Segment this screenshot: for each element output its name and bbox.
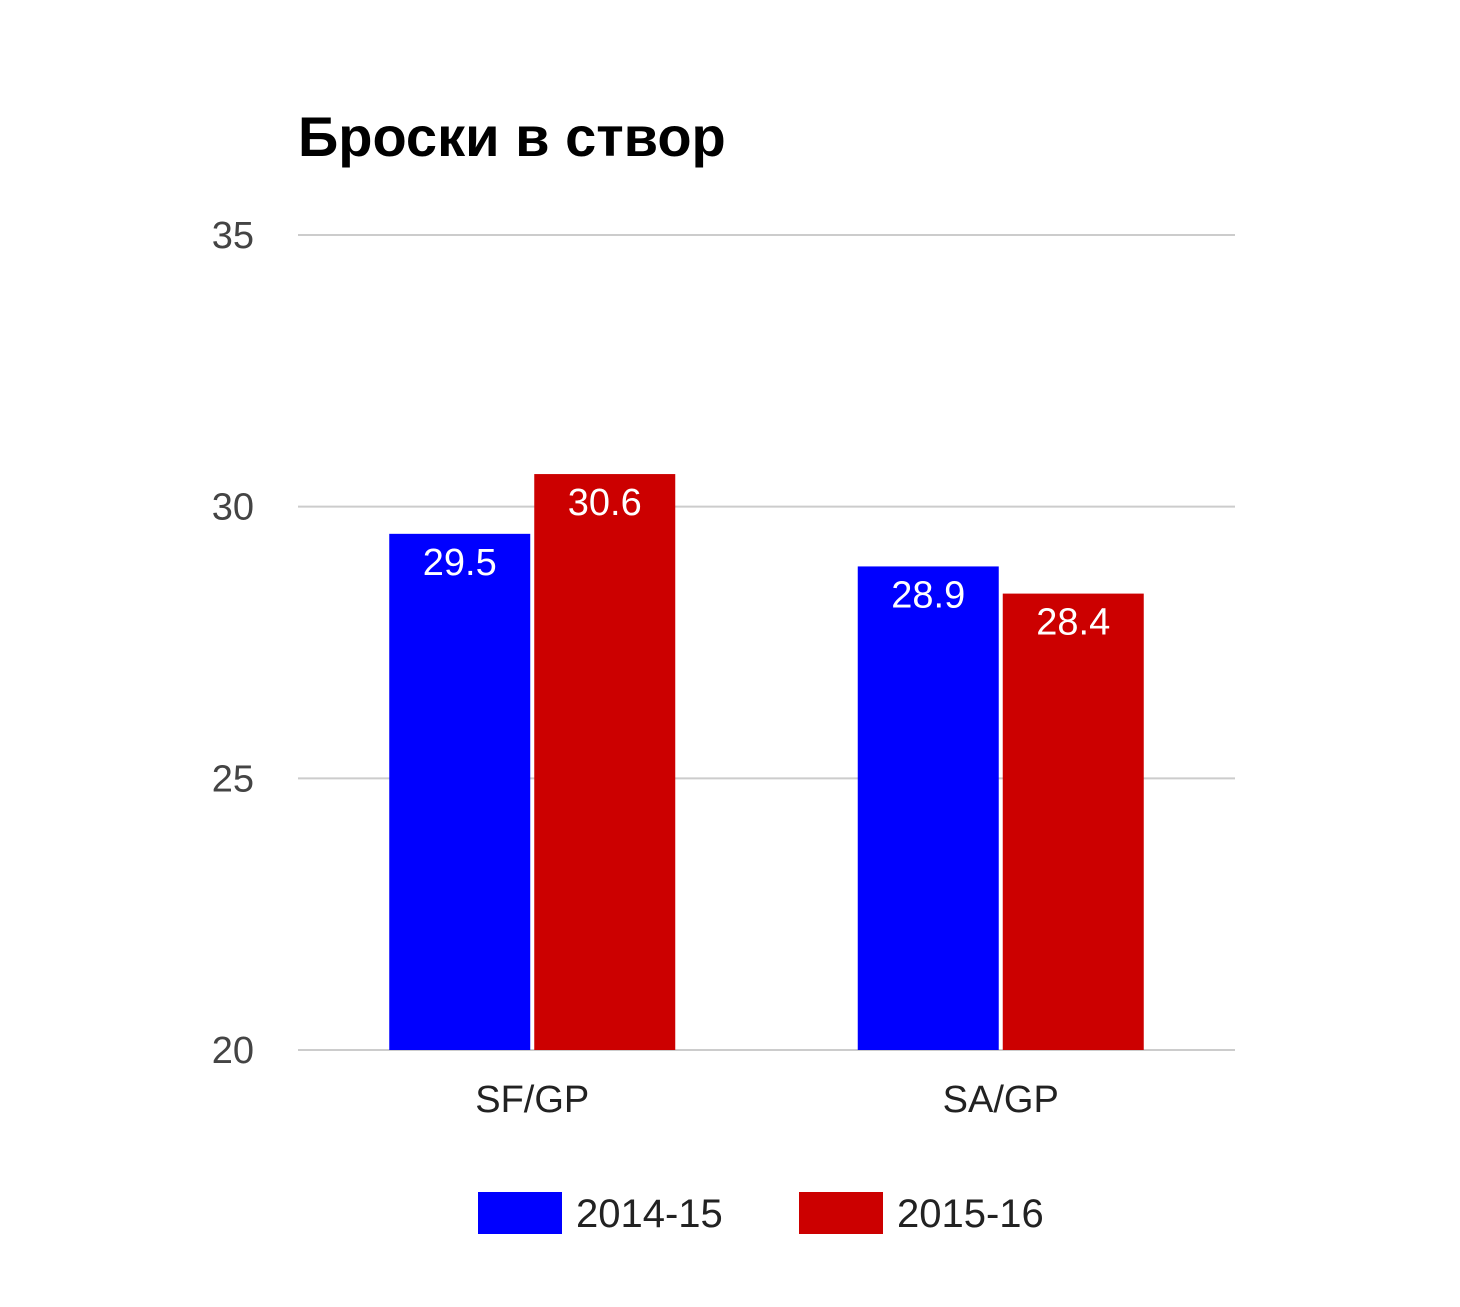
bar-2015-16-SA/GP	[1002, 593, 1144, 1050]
legend-label: 2015-16	[897, 1192, 1044, 1236]
data-label: 28.9	[891, 574, 965, 616]
data-label: 29.5	[423, 542, 497, 584]
y-axis-ticks: 20 25 30 35	[212, 215, 254, 1072]
bar-2014-15-SA/GP	[857, 566, 999, 1050]
data-label: 30.6	[568, 482, 642, 524]
chart-title: Броски в створ	[298, 105, 726, 168]
x-category-label: SF/GP	[475, 1079, 589, 1121]
y-tick-label: 25	[212, 758, 254, 800]
legend-label: 2014-15	[576, 1192, 723, 1236]
legend-swatch	[478, 1192, 562, 1234]
x-axis-categories: SF/GP SA/GP	[475, 1079, 1059, 1121]
x-category-label: SA/GP	[943, 1079, 1059, 1121]
y-tick-label: 20	[212, 1030, 254, 1072]
data-label: 28.4	[1036, 602, 1110, 644]
bars	[389, 474, 1144, 1051]
legend: 2014-15 2015-16	[478, 1192, 1044, 1236]
legend-swatch	[799, 1192, 883, 1234]
y-tick-label: 30	[212, 487, 254, 529]
bar-2015-16-SF/GP	[534, 474, 676, 1051]
y-tick-label: 35	[212, 215, 254, 257]
data-labels: 29.5 30.6 28.9 28.4	[423, 482, 1110, 644]
bar-2014-15-SF/GP	[389, 533, 531, 1050]
